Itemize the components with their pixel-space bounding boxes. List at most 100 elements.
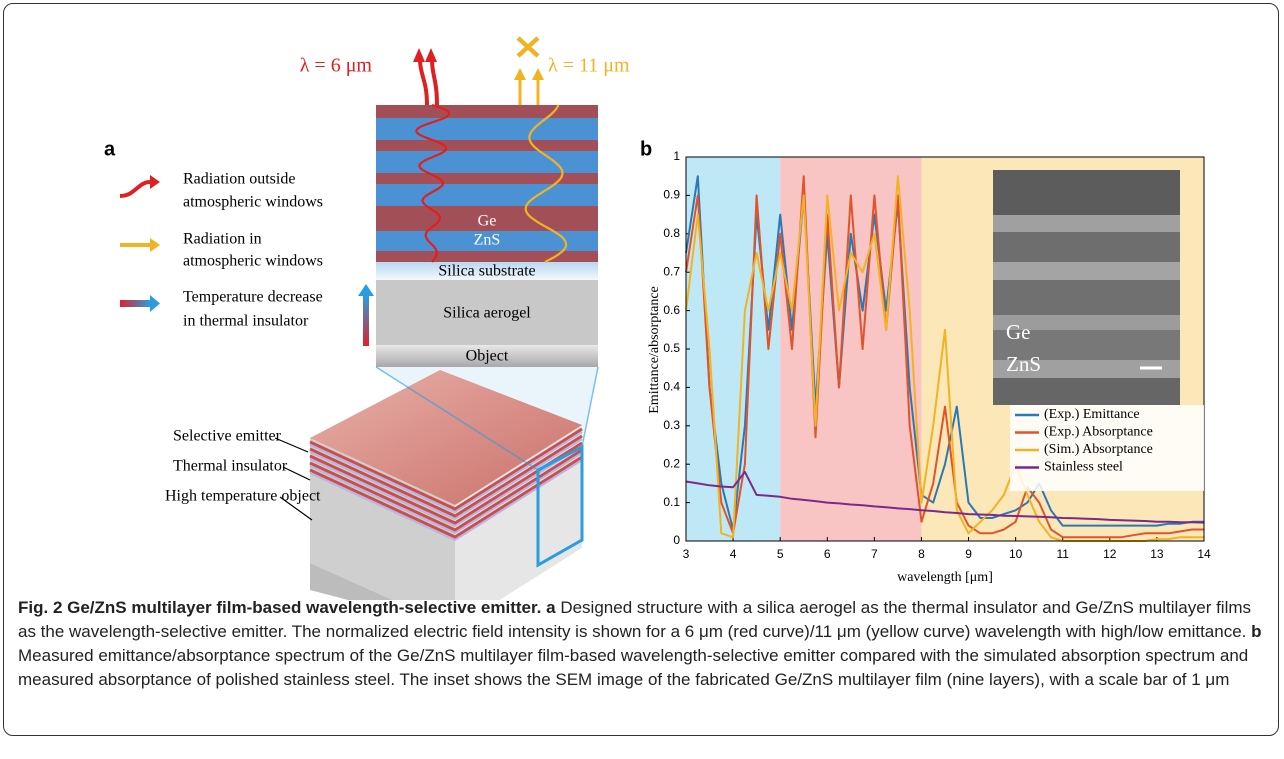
- block-stripe: [309, 438, 583, 521]
- plot: 00.10.20.30.40.50.60.70.80.913 4 5 6 7 8 9 10 11…: [663, 149, 1211, 561]
- figure-frame: [3, 3, 1279, 736]
- series-line: [685, 175, 1204, 539]
- shaded-region: [686, 157, 781, 541]
- sem-band: [993, 262, 1180, 280]
- legend-text: Radiation outside: [183, 171, 295, 188]
- sem-band: [993, 232, 1180, 262]
- block-stripe: [309, 445, 583, 528]
- layer: [376, 151, 598, 173]
- y-tick-label: 0.7: [663, 264, 680, 278]
- legend-text: Temperature decrease: [183, 289, 323, 306]
- legend-arrow-head: [150, 238, 160, 252]
- legend-text: atmospheric windows: [183, 253, 323, 270]
- x-tick-label: 14: [1197, 547, 1211, 561]
- layer-label: Silica aerogel: [443, 305, 531, 322]
- y-tick-label: 0.4: [663, 380, 680, 394]
- aerogel: [376, 280, 598, 345]
- panel-label: a: [104, 138, 116, 160]
- block-stripe: [309, 434, 583, 518]
- pointer: [282, 466, 311, 481]
- x-tick-label: 9: [965, 547, 972, 561]
- block-stripes: [309, 427, 583, 542]
- block-object: [310, 563, 393, 600]
- legend-label: Stainless steel: [1044, 460, 1123, 475]
- caption: Fig. 2 Ge/ZnS multilayer film-based wave…: [18, 596, 1268, 692]
- temperature-arrow-head: [358, 284, 374, 296]
- legend-arrow: [119, 180, 152, 198]
- block-stripe: [309, 455, 583, 539]
- inset-label: Ge: [1006, 320, 1031, 344]
- layer: [376, 184, 598, 206]
- layer: [376, 206, 598, 231]
- field-curve: [415, 103, 451, 263]
- legend-arrow: [120, 300, 150, 307]
- pointer: [274, 437, 309, 453]
- x-tick-label: 10: [1009, 547, 1023, 561]
- substrate: [376, 262, 598, 280]
- caption-title: Fig. 2 Ge/ZnS multilayer film-based wave…: [18, 598, 542, 617]
- wave-arrow-head: [532, 68, 544, 80]
- caption-text: Designed structure with a silica aerogel…: [18, 598, 1252, 641]
- block-label: Selective emitter: [173, 428, 282, 445]
- wave-label: λ = 11 μm: [548, 55, 630, 77]
- layer: [376, 251, 598, 262]
- y-tick-label: 0: [673, 533, 680, 547]
- legend-label: (Exp.) Absorptance: [1044, 425, 1153, 440]
- y-tick-label: 1: [673, 149, 680, 163]
- y-tick-label: 0.6: [663, 303, 680, 317]
- x-tick-label: 12: [1103, 547, 1117, 561]
- shaded-region: [780, 157, 922, 541]
- wave-arrow-head: [425, 48, 437, 62]
- figure: a Radiation outside atmospheric windows …: [104, 36, 1211, 600]
- y-tick-label: 0.5: [663, 341, 680, 355]
- block-stripe: [309, 452, 583, 535]
- wave-arrow: [430, 59, 439, 106]
- x-tick-label: 11: [1056, 547, 1069, 561]
- temperature-arrow: [363, 296, 369, 346]
- x-tick-label: 8: [918, 547, 925, 561]
- y-tick-label: 0.1: [663, 495, 680, 509]
- zoom-line: [581, 366, 599, 448]
- wave-arrow-head: [514, 68, 526, 80]
- x-tick-label: 7: [871, 547, 878, 561]
- layer-label: Object: [466, 348, 509, 365]
- sem-inset: Ge ZnS: [993, 170, 1180, 405]
- legend-arrow-head: [150, 295, 160, 312]
- legend-text: Radiation in: [183, 231, 262, 248]
- x-tick-label: 13: [1150, 547, 1164, 561]
- zoom-box: [536, 444, 584, 568]
- panel-label: b: [640, 138, 652, 160]
- layer: [376, 231, 598, 251]
- layer-label: ZnS: [474, 232, 501, 249]
- panel-a: a Radiation outside atmospheric windows …: [104, 36, 630, 600]
- y-tick-label: 0.9: [663, 188, 680, 202]
- sem-band: [993, 330, 1180, 360]
- legend-box: [1010, 405, 1204, 491]
- block-stripe: [309, 431, 583, 514]
- inset-label: ZnS: [1006, 352, 1041, 376]
- wave-arrow: [418, 59, 429, 106]
- sem-band: [993, 170, 1180, 215]
- x-tick-label: 6: [824, 547, 831, 561]
- block-label: High temperature object: [165, 488, 321, 505]
- legend-text: atmospheric windows: [183, 194, 323, 211]
- field-curve: [524, 104, 568, 263]
- object: [376, 345, 598, 367]
- layer: [376, 173, 598, 184]
- sem-band: [993, 280, 1180, 315]
- layer-label: Ge: [478, 213, 497, 230]
- sem-band: [993, 315, 1180, 330]
- sem-band: [993, 360, 1180, 378]
- legend-label: (Sim.) Absorptance: [1044, 442, 1153, 457]
- y-tick-label: 0.3: [663, 418, 680, 432]
- block-stripe: [309, 459, 583, 542]
- field-waves: [415, 103, 568, 263]
- layer-label: Silica substrate: [438, 263, 535, 280]
- x-tick-label: 5: [777, 547, 784, 561]
- x-tick-label: 4: [730, 547, 737, 561]
- caption-part-label: b: [1251, 622, 1262, 641]
- wave-arrow-head: [413, 48, 425, 62]
- blocked-mark: [516, 36, 540, 58]
